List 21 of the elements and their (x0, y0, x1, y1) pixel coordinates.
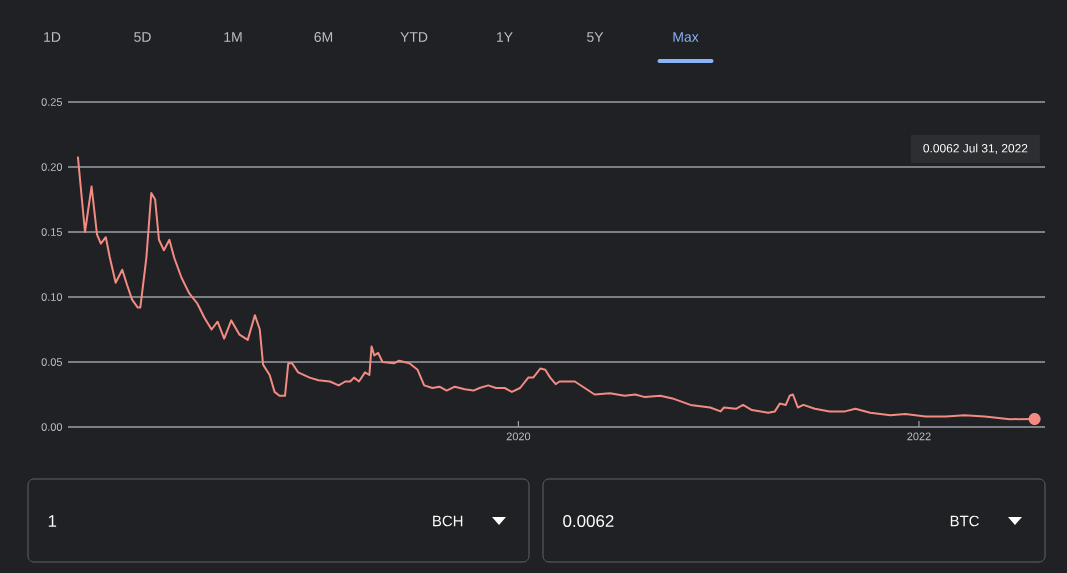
text: 5Y (587, 32, 604, 42)
text: BCH (433, 515, 463, 527)
y-tick-label: 0.20 (41, 163, 63, 171)
y-tick-label: 0.15 (41, 228, 63, 236)
x-tick-label: 2022 (907, 432, 931, 441)
text: 1Y (497, 32, 513, 42)
y-tick-label: 0.25 (41, 98, 63, 106)
text: 6M (314, 32, 333, 42)
y-tick-label: 0.10 (41, 293, 63, 301)
text: 5D (134, 32, 151, 42)
x-tick-label: 2020 (506, 432, 531, 441)
y-tick-label: 0.05 (41, 358, 63, 366)
text: 1D (44, 32, 61, 42)
text: BTC (950, 515, 979, 527)
text: 0.0062 (563, 515, 614, 527)
y-tick-label: 0.00 (41, 423, 63, 431)
text: Max (673, 32, 699, 42)
text: 1M (224, 32, 242, 42)
text: 1 (48, 515, 57, 527)
text: YTD (400, 32, 428, 42)
annotation: 0.0062 Jul 31, 2022 (923, 143, 1028, 154)
